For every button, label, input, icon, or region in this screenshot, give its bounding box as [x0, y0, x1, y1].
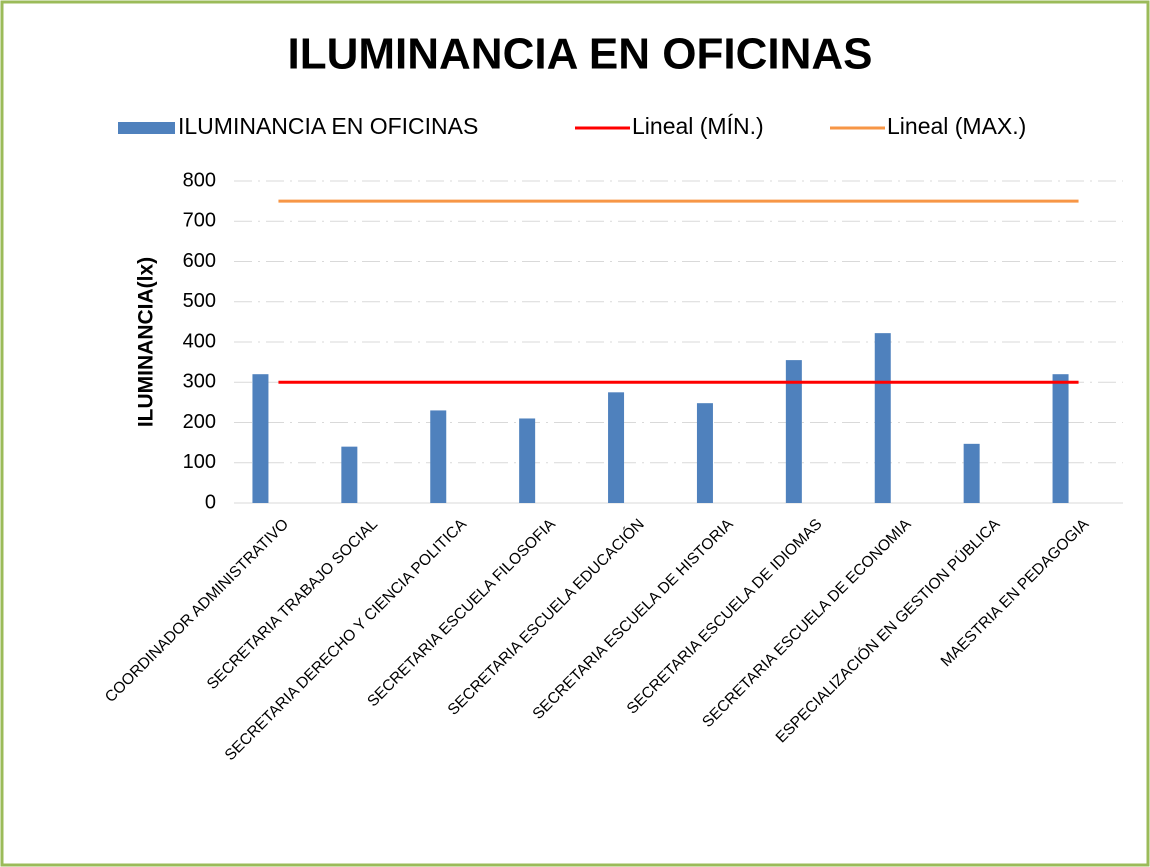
y-tick-label: 800	[183, 169, 216, 191]
legend-label: ILUMINANCIA EN OFICINAS	[178, 113, 478, 139]
bar	[696, 403, 713, 503]
y-tick-label: 300	[183, 371, 216, 393]
bar	[1052, 374, 1069, 503]
bar	[785, 360, 802, 503]
y-tick-label: 600	[183, 250, 216, 272]
bar	[252, 374, 269, 503]
y-tick-label: 400	[183, 330, 216, 352]
bar	[608, 392, 625, 503]
chart-title: ILUMINANCIA EN OFICINAS	[287, 30, 872, 79]
y-tick-label: 700	[183, 210, 216, 232]
y-axis-label: ILUMINANCIA(lx)	[135, 257, 158, 427]
bar	[963, 443, 980, 503]
y-tick-label: 500	[183, 290, 216, 312]
bar	[519, 418, 536, 503]
y-tick-label: 100	[183, 451, 216, 473]
legend-label: Lineal (MAX.)	[887, 113, 1026, 139]
legend-label: Lineal (MÍN.)	[632, 113, 764, 139]
y-tick-label: 0	[205, 491, 216, 513]
bar	[430, 410, 447, 503]
bar	[341, 446, 358, 503]
legend-swatch	[118, 122, 175, 134]
y-tick-label: 200	[183, 411, 216, 433]
bar	[874, 333, 891, 503]
